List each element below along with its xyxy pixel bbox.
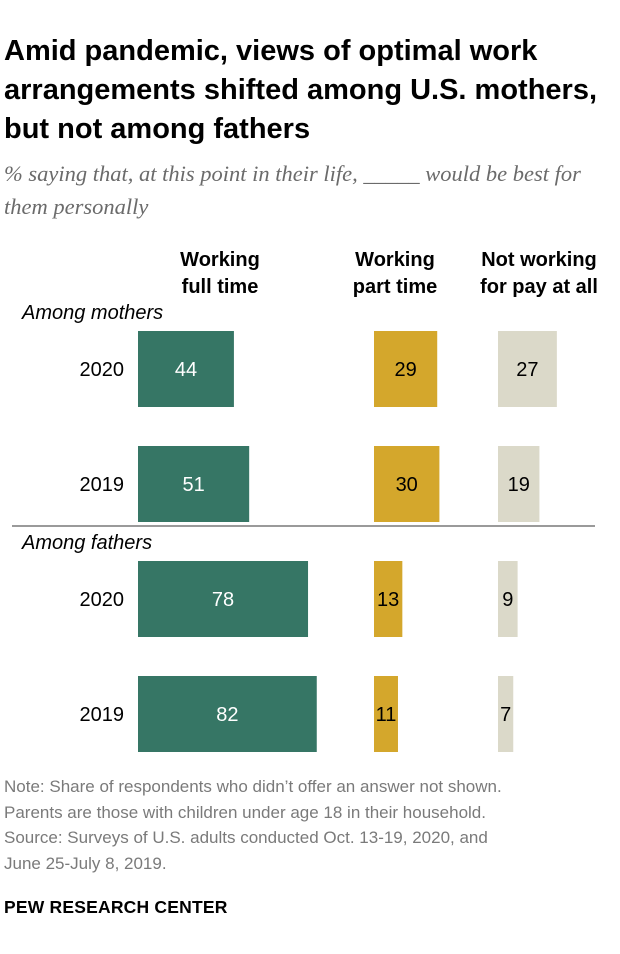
year-label: 2019 — [80, 474, 125, 496]
data-label: 19 — [508, 474, 530, 496]
data-label: 51 — [182, 474, 204, 496]
year-label: 2019 — [80, 704, 125, 726]
group-label-mothers: Among mothers — [22, 302, 164, 324]
data-label: 13 — [377, 589, 399, 611]
chart-note: Note: Share of respondents who didn’t of… — [4, 774, 614, 876]
bar-not-working — [498, 676, 514, 752]
column-header-full-time: Working full time — [180, 249, 260, 298]
note-line: June 25-July 8, 2019. — [4, 853, 167, 873]
bar-not-working — [498, 446, 540, 522]
year-label: 2020 — [80, 589, 125, 611]
data-label: 82 — [216, 704, 238, 726]
group-label-fathers: Among fathers — [22, 532, 153, 554]
group-divider — [12, 525, 595, 527]
data-label: 27 — [516, 359, 538, 381]
data-label: 44 — [175, 359, 197, 381]
year-label: 2020 — [80, 359, 125, 381]
data-label: 78 — [212, 589, 234, 611]
data-label: 9 — [502, 589, 513, 611]
bar-part-time — [374, 446, 440, 522]
data-label: 7 — [500, 704, 511, 726]
bar-full-time — [138, 561, 309, 637]
column-header-not-working: Not working for pay at all — [480, 249, 598, 298]
bar-full-time — [138, 446, 250, 522]
bar-part-time — [374, 561, 403, 637]
chart-title: Amid pandemic, views of optimal work arr… — [4, 35, 598, 145]
bar-full-time — [138, 331, 234, 407]
note-line: Parents are those with children under ag… — [4, 802, 486, 822]
data-label: 30 — [396, 474, 418, 496]
bar-part-time — [374, 676, 398, 752]
column-header-part-time: Working part time — [352, 249, 438, 298]
bar-part-time — [374, 331, 438, 407]
note-line: Note: Share of respondents who didn’t of… — [4, 777, 502, 796]
note-line: Source: Surveys of U.S. adults conducted… — [4, 828, 488, 847]
bar-not-working — [498, 331, 557, 407]
source-organization: PEW RESEARCH CENTER — [4, 897, 228, 917]
chart-subtitle: % saying that, at this point in their li… — [4, 161, 581, 219]
data-label: 29 — [394, 359, 416, 381]
bar-not-working — [498, 561, 518, 637]
bar-full-time — [138, 676, 317, 752]
data-label: 11 — [376, 704, 397, 726]
